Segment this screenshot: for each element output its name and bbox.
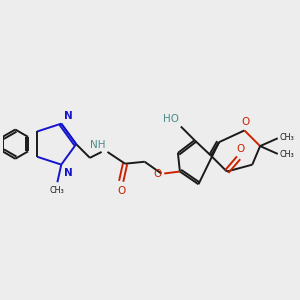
Text: O: O xyxy=(241,116,250,127)
Text: CH₃: CH₃ xyxy=(50,186,65,195)
Text: O: O xyxy=(236,144,245,154)
Text: CH₃: CH₃ xyxy=(280,133,294,142)
Text: N: N xyxy=(64,111,73,121)
Text: NH: NH xyxy=(90,140,106,150)
Text: O: O xyxy=(117,186,125,196)
Text: N: N xyxy=(64,167,73,178)
Text: HO: HO xyxy=(163,114,179,124)
Text: CH₃: CH₃ xyxy=(280,150,294,159)
Text: O: O xyxy=(153,169,161,179)
